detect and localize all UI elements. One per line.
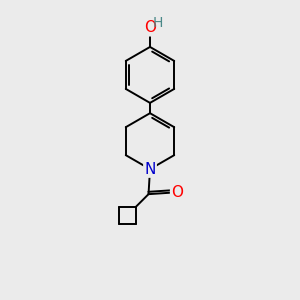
Text: O: O: [144, 20, 156, 35]
Text: H: H: [153, 16, 164, 30]
Text: O: O: [171, 185, 183, 200]
Text: N: N: [144, 162, 156, 177]
